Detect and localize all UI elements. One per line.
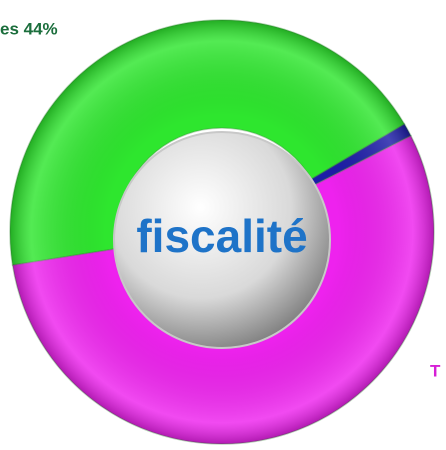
data-label: T (430, 361, 441, 380)
data-label: es 44% (0, 19, 58, 38)
center-word: fiscalité (136, 210, 307, 262)
center-globe (113, 131, 331, 349)
